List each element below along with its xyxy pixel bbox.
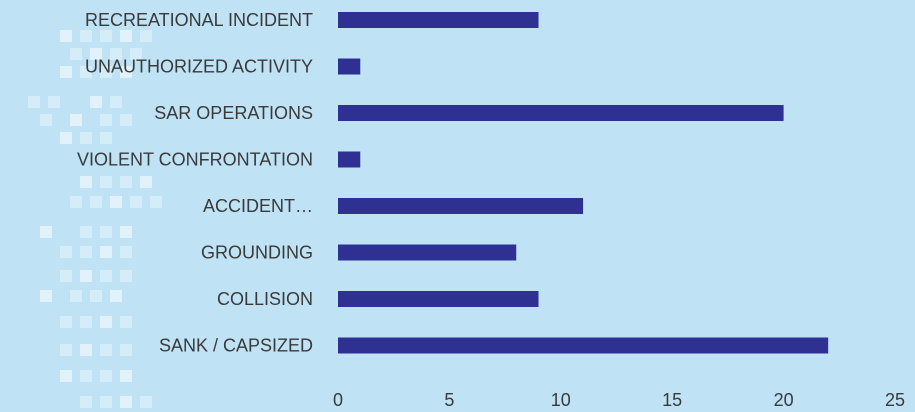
decor-square	[120, 396, 132, 408]
decor-square	[120, 114, 132, 126]
decor-square	[80, 344, 92, 356]
decor-square	[40, 114, 52, 126]
category-label: UNAUTHORIZED ACTIVITY	[85, 57, 313, 77]
decor-square	[110, 290, 122, 302]
category-label: VIOLENT CONFRONTATION	[77, 150, 313, 170]
decor-square	[70, 48, 82, 60]
decor-square	[80, 396, 92, 408]
decor-square	[60, 344, 72, 356]
decor-square	[100, 114, 112, 126]
decor-square	[100, 176, 112, 188]
decor-square	[120, 316, 132, 328]
category-labels: RECREATIONAL INCIDENT UNAUTHORIZED ACTIVI…	[77, 10, 313, 356]
decor-square	[60, 370, 72, 382]
decor-square	[100, 270, 112, 282]
x-tick-label: 15	[662, 390, 682, 410]
decor-square	[60, 246, 72, 258]
decor-square	[120, 370, 132, 382]
decor-square	[100, 132, 112, 144]
bar	[338, 12, 539, 28]
decor-square	[100, 396, 112, 408]
decor-square	[120, 270, 132, 282]
x-tick-label: 20	[774, 390, 794, 410]
decor-square	[70, 196, 82, 208]
decor-square	[100, 246, 112, 258]
category-label: COLLISION	[217, 289, 313, 309]
category-label: SANK / CAPSIZED	[159, 336, 313, 356]
decor-square	[60, 30, 72, 42]
x-tick-label: 5	[444, 390, 454, 410]
x-axis-ticks: 0 5 10 15 20 25	[333, 390, 905, 410]
bars-group	[338, 12, 828, 354]
decor-square	[80, 132, 92, 144]
decor-square	[120, 176, 132, 188]
bar	[338, 245, 516, 261]
decor-square	[28, 96, 40, 108]
decor-square	[120, 226, 132, 238]
decor-square	[150, 196, 162, 208]
x-tick-label: 25	[885, 390, 905, 410]
background-pattern	[28, 30, 162, 408]
decor-square	[100, 370, 112, 382]
decor-square	[60, 316, 72, 328]
decor-square	[100, 344, 112, 356]
category-label: RECREATIONAL INCIDENT	[85, 10, 313, 30]
x-tick-label: 0	[333, 390, 343, 410]
category-label: SAR OPERATIONS	[154, 103, 313, 123]
decor-square	[110, 96, 122, 108]
decor-square	[140, 176, 152, 188]
bar	[338, 338, 828, 354]
decor-square	[70, 290, 82, 302]
decor-square	[80, 270, 92, 282]
decor-square	[90, 290, 102, 302]
decor-square	[80, 176, 92, 188]
decor-square	[100, 316, 112, 328]
decor-square	[140, 30, 152, 42]
decor-square	[90, 196, 102, 208]
decor-square	[120, 246, 132, 258]
decor-square	[40, 226, 52, 238]
decor-square	[130, 196, 142, 208]
category-label: ACCIDENT…	[203, 196, 313, 216]
decor-square	[60, 132, 72, 144]
bar	[338, 152, 360, 168]
x-tick-label: 10	[551, 390, 571, 410]
bar	[338, 105, 784, 121]
decor-square	[80, 30, 92, 42]
category-label: GROUNDING	[201, 243, 313, 263]
decor-square	[60, 270, 72, 282]
bar	[338, 291, 539, 307]
bar	[338, 198, 583, 214]
decor-square	[40, 290, 52, 302]
decor-square	[110, 196, 122, 208]
decor-square	[48, 96, 60, 108]
decor-square	[70, 114, 82, 126]
bar	[338, 59, 360, 75]
decor-square	[100, 226, 112, 238]
decor-square	[80, 370, 92, 382]
decor-square	[140, 396, 152, 408]
decor-square	[100, 30, 112, 42]
decor-square	[80, 316, 92, 328]
decor-square	[80, 246, 92, 258]
decor-square	[120, 30, 132, 42]
decor-square	[60, 66, 72, 78]
decor-square	[90, 96, 102, 108]
decor-square	[80, 226, 92, 238]
decor-square	[120, 344, 132, 356]
